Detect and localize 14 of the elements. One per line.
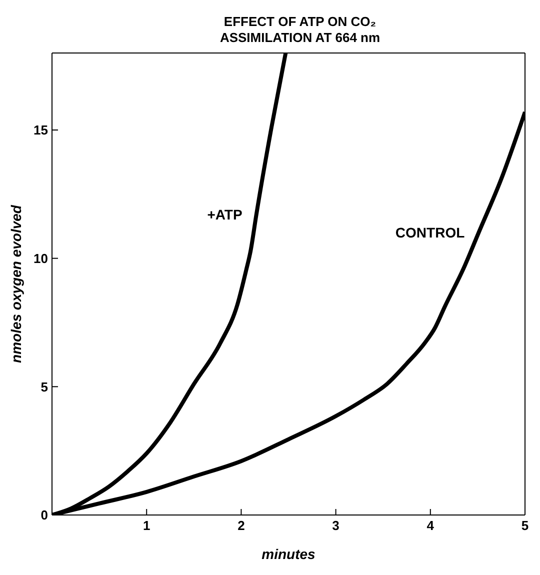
series-label: +ATP — [207, 206, 242, 223]
x-tick-label: 4 — [426, 518, 435, 534]
y-tick-label: 0 — [40, 508, 48, 523]
y-tick-label: 5 — [40, 379, 48, 394]
series-label: CONTROL — [395, 224, 466, 241]
x-tick-label: 5 — [521, 518, 529, 534]
y-axis-title: nmoles oxygen evolved — [8, 204, 24, 363]
x-tick-label: 1 — [142, 518, 150, 534]
x-tick-label: 2 — [238, 518, 245, 534]
y-tick-label: 10 — [34, 250, 48, 266]
y-tick-label: 15 — [34, 122, 48, 138]
x-axis-title: minutes — [262, 546, 316, 562]
chart-title: EFFECT OF ATP ON CO₂ ASSIMILATION AT 664 nm — [220, 14, 380, 45]
x-tick-label: 3 — [332, 518, 340, 534]
